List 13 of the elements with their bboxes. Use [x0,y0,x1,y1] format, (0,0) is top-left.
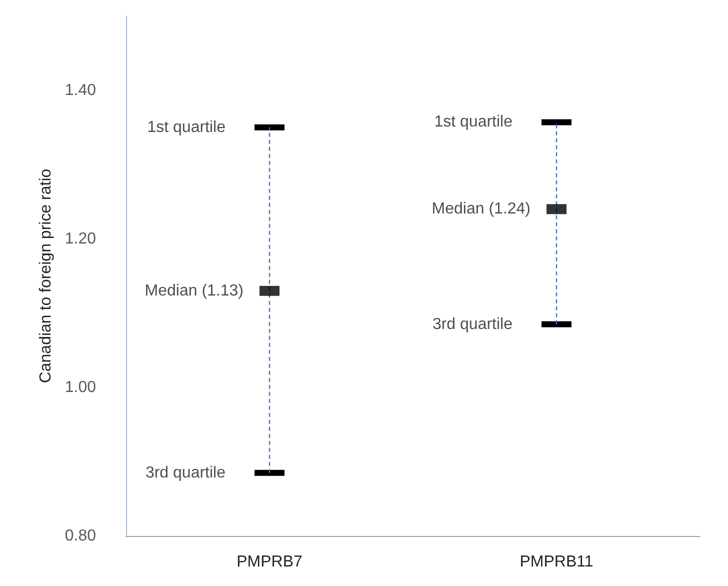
annotation: 1st quartile [434,114,513,131]
y-tick-label: 1.00 [64,378,96,396]
annotation: 3rd quartile [145,464,226,482]
y-axis-title: Canadian to foreign price ratio [37,168,54,384]
annotation: 1st quartile [147,118,226,136]
y-tick-label: 0.80 [64,528,96,544]
data-label: Median (1.13) [144,282,244,300]
annotation: 3rd quartile [432,316,513,333]
data-label: Median (1.24) [432,200,530,218]
y-tick-label: 1.20 [64,230,96,248]
y-tick-label: 1.40 [64,82,96,99]
x-tick-label: PMPRB11 [520,554,594,570]
x-tick-label: PMPRB7 [236,554,302,570]
